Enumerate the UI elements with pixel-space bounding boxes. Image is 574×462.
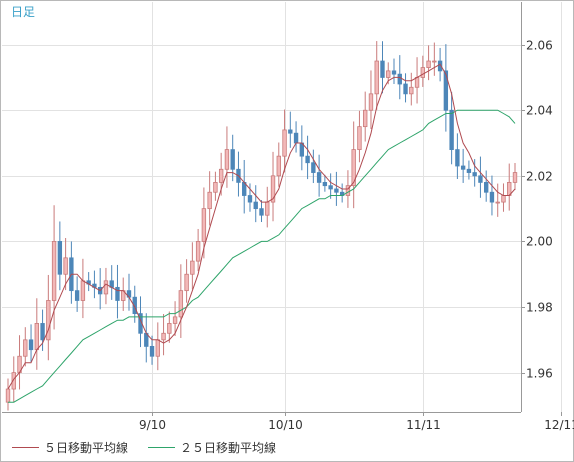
ma5-line (7, 63, 516, 390)
candle-down (397, 73, 402, 85)
candle-down (28, 339, 34, 351)
y-tick-label: 2.00 (526, 235, 553, 249)
x-tick-label: 10/10 (268, 418, 303, 432)
candle-down (288, 129, 293, 134)
y-tick-label: 1.96 (526, 367, 553, 381)
x-tick-label: 12/11 (544, 418, 574, 432)
candle-down (311, 162, 316, 173)
candle-up (512, 172, 518, 183)
candle-up (270, 175, 276, 203)
candle-up (201, 208, 207, 242)
candle-up (5, 388, 11, 403)
candle-up (374, 60, 379, 95)
candle-down (489, 191, 495, 203)
candle-up (51, 241, 57, 301)
candle-up (34, 323, 39, 351)
candle-up (80, 280, 86, 301)
candle-down (74, 290, 80, 301)
candle-up (23, 339, 28, 357)
candle-up (172, 316, 178, 324)
candle-down (328, 185, 333, 190)
candle-down (472, 172, 477, 177)
y-tick-label: 2.02 (526, 170, 553, 184)
candle-up (282, 129, 287, 157)
candle-down (247, 195, 253, 203)
candle-up (178, 290, 184, 318)
candle-up (46, 300, 51, 341)
candle-down (437, 60, 443, 72)
candle-up (155, 339, 160, 357)
y-tick-label: 2.04 (526, 104, 553, 118)
candle-down (149, 345, 155, 357)
candle-up (432, 60, 437, 63)
candle-down (259, 208, 264, 216)
candle-up (363, 109, 368, 128)
candle-up (207, 191, 212, 210)
candle-up (368, 93, 374, 111)
candle-down (115, 286, 120, 301)
candle-up (265, 201, 270, 216)
candle-down (253, 201, 258, 210)
candle-down (293, 132, 299, 144)
candle-up (357, 126, 362, 150)
candle-up (345, 185, 351, 196)
candle-up (184, 273, 189, 292)
candle-up (420, 67, 426, 78)
candle-down (403, 83, 408, 95)
candle-up (351, 149, 356, 187)
x-tick-label: 11/11 (406, 418, 441, 432)
legend-ma5-label: ５日移動平均線 (44, 440, 128, 455)
candle-up (103, 280, 109, 295)
candle-up (426, 60, 431, 69)
x-tick-label: 9/10 (139, 418, 166, 432)
candle-down (57, 241, 63, 275)
candle-up (495, 201, 500, 204)
candle-down (334, 188, 339, 193)
candle-up (213, 181, 218, 193)
candle-up (224, 149, 230, 170)
candle-up (167, 323, 172, 334)
candle-up (501, 195, 506, 203)
candle-down (316, 172, 322, 183)
candle-down (484, 181, 489, 193)
y-tick-label: 1.98 (526, 301, 553, 315)
candle-down (391, 70, 397, 75)
candle-up (409, 86, 414, 95)
candle-up (386, 70, 391, 78)
period-label: 日足 (11, 5, 35, 19)
candle-down (230, 149, 235, 170)
y-tick-label: 2.06 (526, 39, 553, 53)
candle-down (466, 168, 472, 173)
candle-up (190, 260, 195, 275)
candle-up (414, 77, 420, 88)
candle-down (40, 323, 45, 341)
candle-down (460, 165, 466, 170)
candle-down (443, 70, 449, 111)
candle-down (380, 60, 385, 78)
candle-up (218, 168, 224, 183)
candle-down (322, 181, 328, 187)
candle-down (478, 175, 483, 183)
candle-down (132, 296, 137, 315)
candle-down (455, 149, 460, 167)
legend-ma25-label: ２５日移動平均線 (180, 440, 276, 455)
candle-up (161, 332, 166, 341)
candle-down (305, 155, 310, 164)
candle-up (11, 372, 16, 390)
candle-up (276, 155, 281, 177)
candle-up (195, 241, 201, 262)
candle-up (63, 257, 68, 275)
ma25-line (8, 109, 516, 403)
candle-down (449, 109, 454, 150)
